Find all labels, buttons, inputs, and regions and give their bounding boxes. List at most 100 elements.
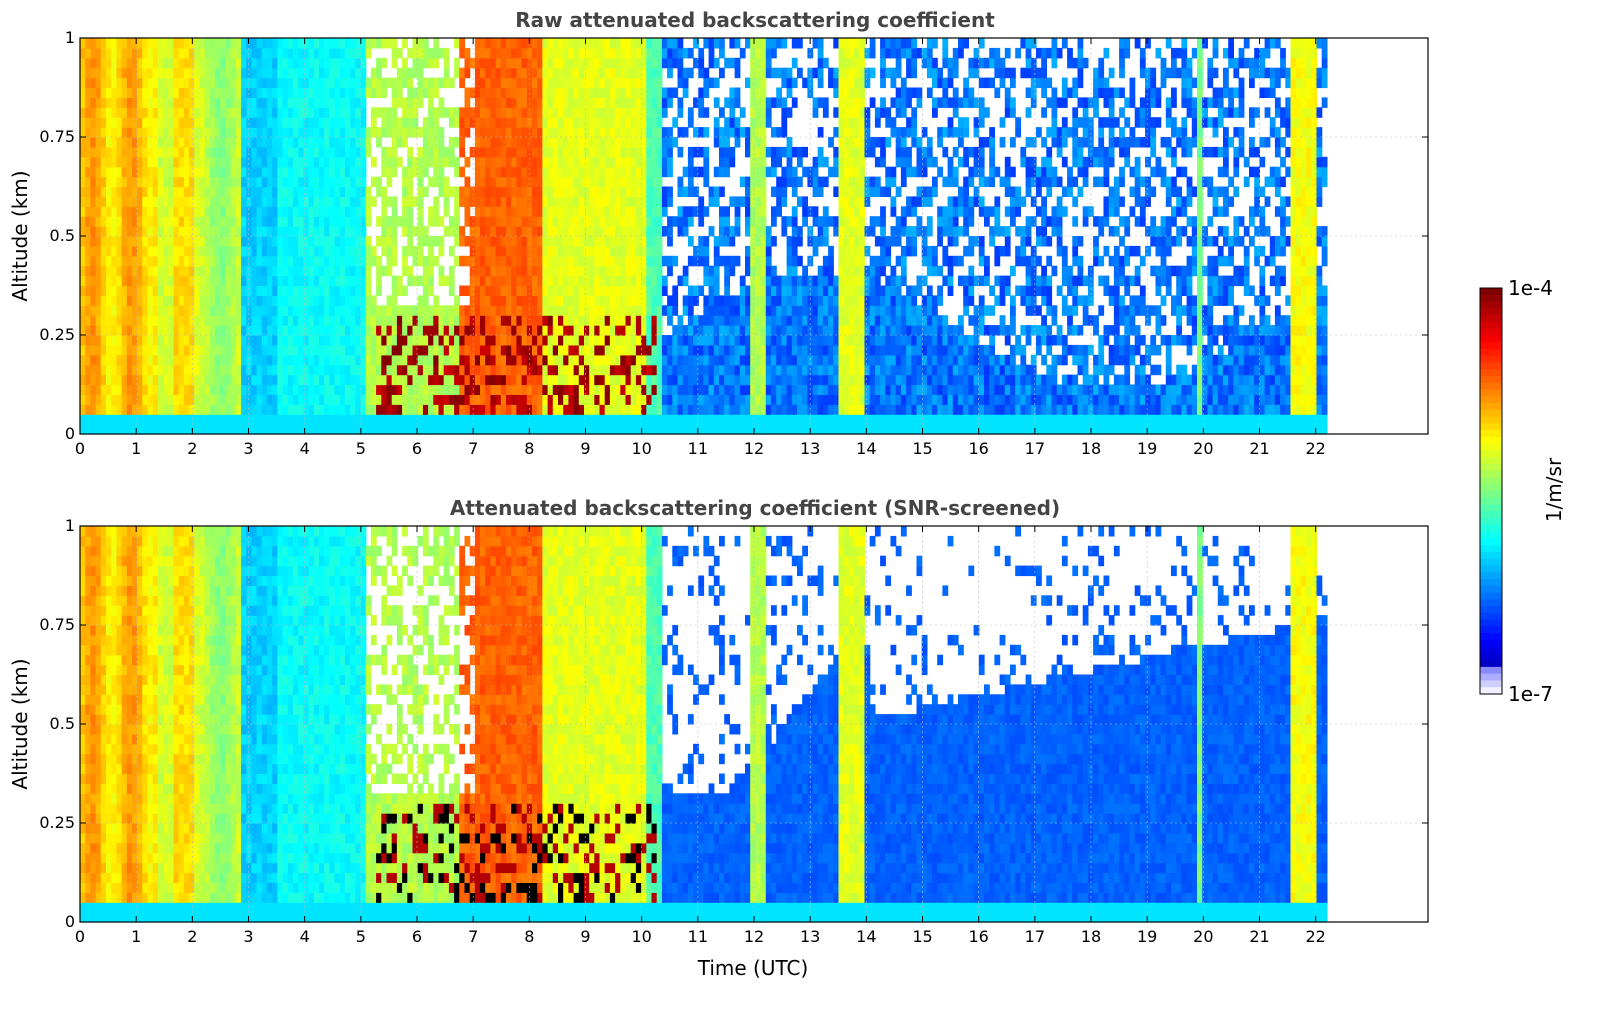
heatmap-cell xyxy=(194,107,201,118)
heatmap-cell xyxy=(256,87,263,98)
heatmap-cell xyxy=(448,275,455,287)
heatmap-cell xyxy=(480,186,486,197)
heatmap-cell xyxy=(199,404,206,415)
heatmap-cell xyxy=(464,374,471,386)
heatmap-cell xyxy=(506,57,512,69)
heatmap-cell xyxy=(189,384,195,395)
heatmap-cell xyxy=(386,77,393,89)
heatmap-cell xyxy=(313,176,320,188)
heatmap-cell xyxy=(734,384,741,395)
heatmap-cell xyxy=(745,354,751,366)
heatmap-cell xyxy=(568,176,575,188)
heatmap-cell xyxy=(755,414,762,425)
heatmap-cell xyxy=(199,107,206,118)
heatmap-cell xyxy=(641,176,647,188)
heatmap-cell xyxy=(604,374,611,386)
heatmap-cell xyxy=(438,275,445,287)
heatmap-cell xyxy=(781,305,788,316)
heatmap-cell xyxy=(625,245,632,257)
heatmap-cell xyxy=(230,156,237,168)
heatmap-cell xyxy=(542,137,549,148)
heatmap-cell xyxy=(350,156,356,168)
heatmap-cell xyxy=(745,285,751,296)
heatmap-cell xyxy=(687,394,694,405)
heatmap-cell xyxy=(168,77,175,89)
heatmap-cell xyxy=(786,424,793,435)
heatmap-cell xyxy=(178,57,185,69)
heatmap-cell xyxy=(506,384,512,395)
heatmap-cell xyxy=(282,226,289,237)
heatmap-cell xyxy=(90,77,97,89)
heatmap-cell xyxy=(594,255,601,267)
heatmap-cell xyxy=(100,67,107,79)
heatmap-cell xyxy=(355,374,362,386)
heatmap-cell xyxy=(157,38,164,49)
heatmap-cell xyxy=(599,57,606,69)
heatmap-cell xyxy=(609,265,616,277)
heatmap-cell xyxy=(490,325,497,336)
heatmap-cell xyxy=(687,404,694,415)
heatmap-cell xyxy=(194,87,201,98)
heatmap-cell xyxy=(739,176,746,188)
heatmap-cell xyxy=(589,424,595,435)
heatmap-cell xyxy=(417,354,424,366)
heatmap-cell xyxy=(241,226,247,237)
heatmap-cell xyxy=(147,315,154,326)
heatmap-cell xyxy=(204,414,211,425)
heatmap-cell xyxy=(677,67,684,79)
heatmap-cell xyxy=(495,354,502,366)
heatmap-cell xyxy=(402,206,408,217)
heatmap-cell xyxy=(526,305,533,316)
heatmap-cell xyxy=(552,374,559,386)
heatmap-cell xyxy=(251,117,258,128)
heatmap-cell xyxy=(106,226,112,237)
heatmap-cell xyxy=(230,137,237,148)
heatmap-cell xyxy=(370,325,377,336)
heatmap-cell xyxy=(480,364,486,376)
heatmap-cell xyxy=(495,255,502,267)
heatmap-cell xyxy=(106,374,112,386)
heatmap-cell xyxy=(407,364,414,376)
heatmap-cell xyxy=(339,325,346,336)
heatmap-cell xyxy=(267,196,273,207)
heatmap-cell xyxy=(750,77,756,89)
heatmap-cell xyxy=(209,57,216,69)
heatmap-cell xyxy=(558,137,564,148)
heatmap-cell xyxy=(163,384,169,395)
heatmap-cell xyxy=(703,156,710,168)
heatmap-cell xyxy=(552,275,559,287)
heatmap-cell xyxy=(95,47,102,59)
heatmap-cell xyxy=(506,335,512,346)
heatmap-cell xyxy=(490,305,497,316)
heatmap-cell xyxy=(215,127,221,138)
heatmap-cell xyxy=(391,77,398,89)
heatmap-cell xyxy=(350,146,356,158)
heatmap-cell xyxy=(183,384,190,395)
heatmap-cell xyxy=(745,196,751,207)
heatmap-cell xyxy=(604,384,611,395)
heatmap-cell xyxy=(693,146,699,158)
heatmap-cell xyxy=(298,414,304,425)
heatmap-cell xyxy=(386,394,393,405)
heatmap-cell xyxy=(661,275,668,287)
heatmap-cell xyxy=(594,295,601,306)
heatmap-cell xyxy=(542,107,549,118)
heatmap-cell xyxy=(339,97,346,108)
heatmap-cell xyxy=(106,404,112,415)
heatmap-cell xyxy=(157,236,164,247)
heatmap-cell xyxy=(246,226,253,237)
heatmap-cell xyxy=(324,344,330,356)
heatmap-cell xyxy=(220,265,227,277)
heatmap-cell xyxy=(407,206,414,217)
heatmap-cell xyxy=(615,344,621,356)
heatmap-cell xyxy=(111,245,117,257)
heatmap-cell xyxy=(183,156,190,168)
heatmap-cell xyxy=(126,255,133,267)
heatmap-cell xyxy=(152,374,159,386)
heatmap-cell xyxy=(776,344,782,356)
heatmap-cell xyxy=(100,374,107,386)
heatmap-cell xyxy=(100,315,107,326)
heatmap-cell xyxy=(293,196,299,207)
heatmap-cell xyxy=(584,315,590,326)
heatmap-cell xyxy=(308,117,315,128)
